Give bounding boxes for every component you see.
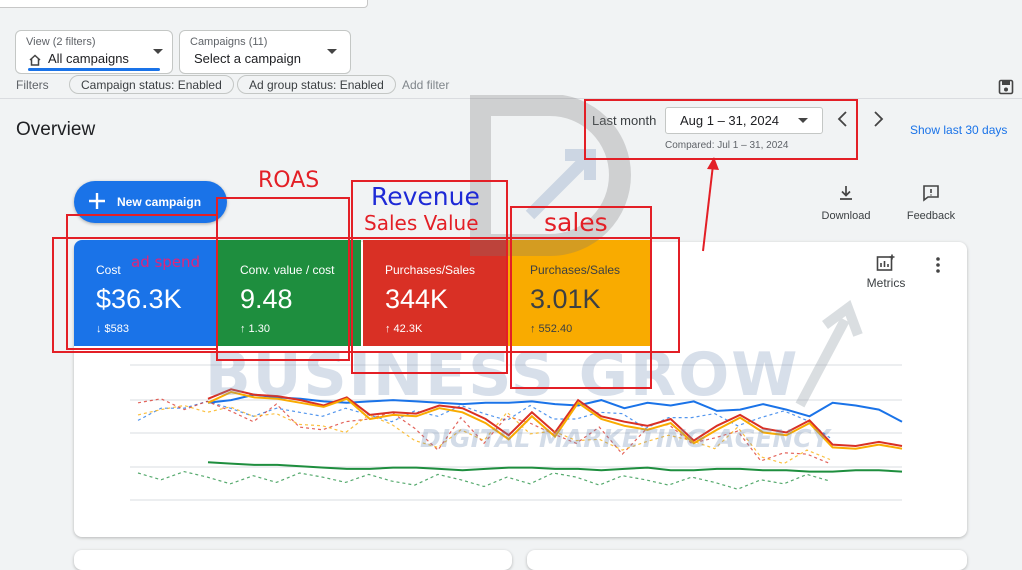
date-range-dropdown[interactable]: Aug 1 – 31, 2024 xyxy=(665,107,823,134)
metric-tile-cost[interactable]: Cost $36.3K ↓ $583 xyxy=(74,240,217,346)
metrics-button[interactable]: Metrics xyxy=(858,254,914,290)
annotation-revenue: Revenue xyxy=(371,182,480,211)
view-filter-value: All campaigns xyxy=(48,51,129,66)
chevron-left-icon[interactable] xyxy=(836,110,850,133)
annotation-sales: sales xyxy=(544,208,608,237)
download-button[interactable]: Download xyxy=(815,184,877,222)
show-last-30-days-link[interactable]: Show last 30 days xyxy=(910,123,1008,137)
campaign-select-value: Select a campaign xyxy=(194,51,301,66)
chart-series-line xyxy=(207,393,903,423)
chart-series-line xyxy=(207,388,903,448)
campaign-select-caption: Campaigns (11) xyxy=(190,36,268,48)
metric-label: Purchases/Sales xyxy=(385,263,476,277)
chart-series-comparison-line xyxy=(137,398,831,465)
filter-chip-campaign-status[interactable]: Campaign status: Enabled xyxy=(69,75,234,94)
date-range-value: Aug 1 – 31, 2024 xyxy=(680,113,780,128)
page-title: Overview xyxy=(16,119,96,140)
new-campaign-label: New campaign xyxy=(117,195,202,209)
lower-card-right xyxy=(527,550,967,570)
annotation-box-cost xyxy=(66,214,218,350)
metrics-label: Metrics xyxy=(866,276,906,290)
top-search-box[interactable] xyxy=(0,0,368,8)
divider xyxy=(0,98,1022,99)
view-filter-underline xyxy=(28,68,160,71)
annotation-box-tiles xyxy=(52,237,680,353)
chart-series-comparison-line xyxy=(137,470,831,490)
metrics-icon xyxy=(858,254,914,275)
metric-tile-conv-value-cost[interactable]: Conv. value / cost 9.48 ↑ 1.30 xyxy=(218,240,361,346)
view-filter-dropdown[interactable]: View (2 filters) All campaigns xyxy=(15,30,173,74)
view-filter-caption: View (2 filters) xyxy=(26,36,96,48)
metric-value: 3.01K xyxy=(530,284,601,314)
compared-range: Compared: Jul 1 – 31, 2024 xyxy=(665,140,789,151)
chart-series-comparison-line xyxy=(137,400,831,439)
metric-change: ↑ 1.30 xyxy=(240,323,270,335)
metric-value: 9.48 xyxy=(240,284,293,314)
home-icon xyxy=(29,53,41,71)
watermark-arrow xyxy=(790,300,870,415)
add-filter-link[interactable]: Add filter xyxy=(402,78,450,92)
annotation-ad-spend: ad spend xyxy=(131,253,201,271)
save-icon[interactable] xyxy=(998,79,1014,100)
chevron-right-icon[interactable] xyxy=(871,110,885,133)
annotation-sales-value: Sales Value xyxy=(364,211,479,235)
chart-series-line xyxy=(207,390,903,450)
new-campaign-button[interactable]: New campaign xyxy=(74,181,227,223)
more-vert-icon[interactable] xyxy=(934,256,942,279)
annotation-box-sales xyxy=(510,206,652,389)
metric-value: $36.3K xyxy=(96,284,182,314)
metric-label: Cost xyxy=(96,263,121,277)
campaign-select-dropdown[interactable]: Campaigns (11) Select a campaign xyxy=(179,30,351,74)
chevron-down-icon xyxy=(153,49,163,54)
metric-tile-purchases-count[interactable]: Purchases/Sales 3.01K ↑ 552.40 xyxy=(508,240,651,346)
chart-series-line xyxy=(207,461,903,473)
metric-change: ↓ $583 xyxy=(96,323,130,335)
annotation-roas: ROAS xyxy=(258,168,320,193)
chart-series-comparison-line xyxy=(137,404,831,465)
metric-change: ↑ 552.40 xyxy=(530,323,573,335)
date-range-label: Last month xyxy=(592,113,657,128)
filter-chip-ad-group-status[interactable]: Ad group status: Enabled xyxy=(237,75,396,94)
annotation-arrow xyxy=(702,157,719,252)
metric-value: 344K xyxy=(385,284,449,314)
metric-label: Purchases/Sales xyxy=(530,263,621,277)
feedback-label: Feedback xyxy=(906,210,956,222)
download-label: Download xyxy=(821,210,871,222)
metric-tile-purchases-value[interactable]: Purchases/Sales 344K ↑ 42.3K xyxy=(363,240,506,346)
filters-label: Filters xyxy=(16,78,49,92)
metric-change: ↑ 42.3K xyxy=(385,323,423,335)
chevron-down-icon xyxy=(327,49,337,54)
watermark-subtitle: DIGITAL MARKETING AGENCY xyxy=(420,424,830,453)
annotation-box-roas xyxy=(216,197,350,361)
feedback-icon xyxy=(900,184,962,205)
plus-icon xyxy=(88,192,106,215)
feedback-button[interactable]: Feedback xyxy=(900,184,962,222)
metric-label: Conv. value / cost xyxy=(240,263,335,277)
download-icon xyxy=(815,184,877,205)
watermark-logo xyxy=(469,94,640,330)
annotation-box-date xyxy=(584,99,858,160)
chevron-down-icon xyxy=(798,118,808,123)
annotation-box-revenue xyxy=(351,180,508,374)
lower-card-left xyxy=(74,550,512,570)
